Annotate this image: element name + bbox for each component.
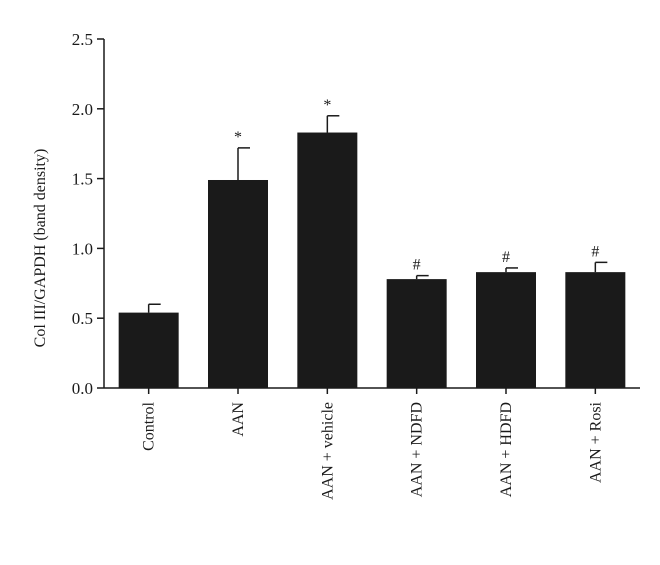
significance-marker: #: [502, 249, 510, 266]
bar: [476, 272, 536, 388]
x-tick-label: AAN + HDFD: [498, 402, 515, 497]
significance-marker: *: [323, 97, 331, 114]
x-axis: Control AAN AAN + vehicle AAN + NDFD AAN + H…: [104, 387, 640, 500]
bars-group: * * # # #: [118, 97, 626, 388]
x-tick-label: AAN: [230, 402, 247, 437]
y-tick-label: 1.5: [72, 170, 93, 189]
bar: [565, 272, 626, 388]
y-tick-label: 2.0: [72, 100, 93, 119]
y-tick-label: 0.0: [72, 379, 93, 398]
y-tick-label: 0.5: [72, 309, 93, 328]
y-tick-label: 2.5: [72, 30, 93, 49]
bar: [118, 312, 179, 388]
x-tick-label: AAN + vehicle: [319, 402, 336, 500]
x-tick-label: AAN + NDFD: [409, 402, 426, 497]
y-axis: 0.0 0.5 1.0 1.5 2.0 2.5: [72, 30, 105, 398]
y-axis-title: Col III/GAPDH (band density): [32, 149, 49, 348]
bar: [297, 132, 358, 388]
significance-marker: #: [413, 257, 421, 274]
bar: [208, 179, 268, 388]
x-tick-label: AAN + Rosi: [587, 401, 604, 483]
x-tick-label: Control: [141, 401, 158, 450]
significance-marker: #: [591, 243, 599, 260]
bar: [386, 279, 447, 388]
y-tick-label: 1.0: [72, 239, 93, 258]
significance-marker: *: [234, 129, 242, 146]
